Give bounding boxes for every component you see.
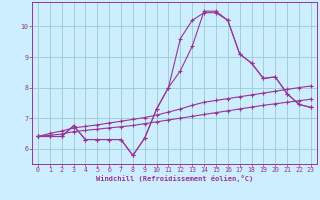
X-axis label: Windchill (Refroidissement éolien,°C): Windchill (Refroidissement éolien,°C)	[96, 175, 253, 182]
